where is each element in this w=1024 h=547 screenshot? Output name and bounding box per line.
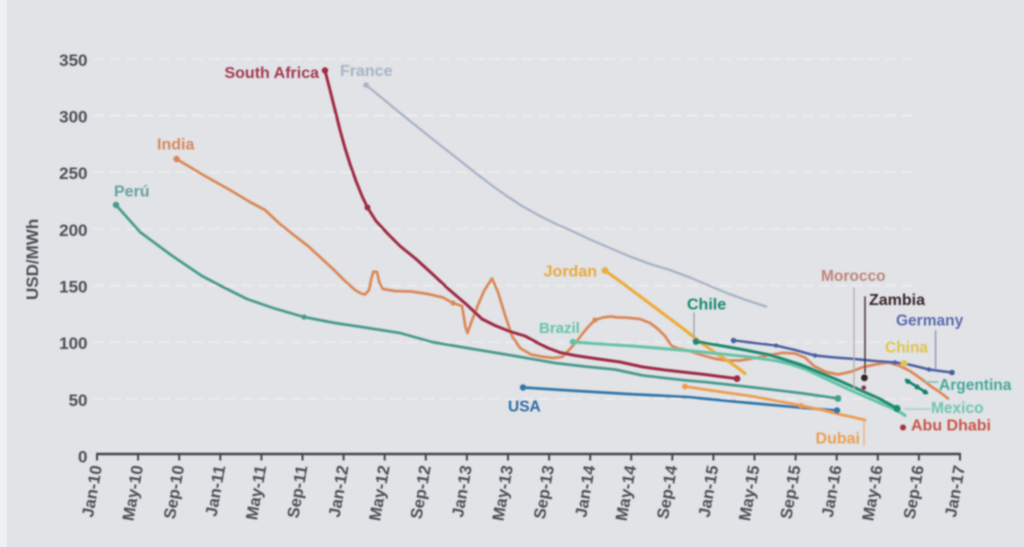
svg-text:Germany: Germany bbox=[896, 313, 964, 330]
svg-text:India: India bbox=[157, 137, 194, 154]
svg-text:Argentina: Argentina bbox=[939, 377, 1012, 394]
svg-text:300: 300 bbox=[59, 108, 87, 127]
svg-text:Morocco: Morocco bbox=[821, 268, 886, 285]
svg-text:150: 150 bbox=[59, 278, 87, 297]
svg-text:China: China bbox=[885, 340, 928, 357]
svg-text:Abu Dhabi: Abu Dhabi bbox=[911, 418, 991, 435]
svg-text:South Africa: South Africa bbox=[224, 65, 319, 82]
svg-text:50: 50 bbox=[69, 391, 88, 410]
svg-text:Brazil: Brazil bbox=[539, 320, 580, 337]
svg-text:Perú: Perú bbox=[114, 184, 150, 201]
svg-text:USA: USA bbox=[508, 399, 541, 416]
svg-text:0: 0 bbox=[78, 448, 87, 467]
svg-text:100: 100 bbox=[59, 334, 87, 353]
svg-text:Zambia: Zambia bbox=[869, 292, 925, 309]
svg-text:200: 200 bbox=[59, 221, 87, 240]
svg-text:Chile: Chile bbox=[687, 297, 726, 314]
svg-text:Jordan: Jordan bbox=[544, 264, 597, 281]
svg-text:250: 250 bbox=[59, 164, 87, 183]
svg-text:USD/MWh: USD/MWh bbox=[23, 219, 42, 300]
svg-text:350: 350 bbox=[59, 51, 87, 70]
svg-text:Mexico: Mexico bbox=[931, 400, 984, 417]
svg-text:France: France bbox=[340, 63, 393, 80]
svg-text:Dubai: Dubai bbox=[816, 431, 860, 448]
